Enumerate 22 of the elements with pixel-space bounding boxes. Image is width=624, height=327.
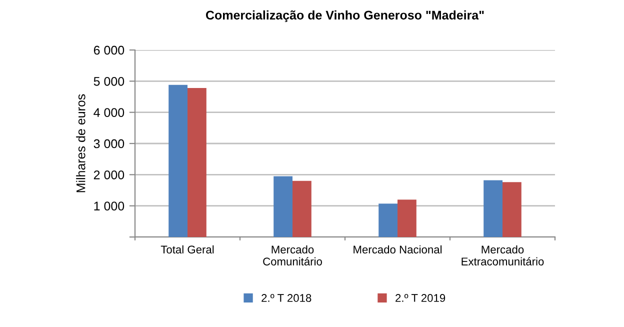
y-tick-label: 3 000 [94, 139, 124, 148]
bar [502, 182, 522, 237]
chart-title: Comercialização de Vinho Generoso "Madeira" [206, 10, 484, 22]
legend-label: 2.º T 2019 [396, 294, 446, 302]
x-tick-label: Mercado Comunitário [263, 245, 322, 266]
bar [484, 180, 502, 237]
x-tick-label: Mercado Extracomunitário [462, 245, 544, 266]
y-tick-label: 2 000 [94, 170, 124, 180]
y-tick-label: 5 000 [94, 76, 124, 86]
bar [274, 176, 292, 237]
y-tick-label: 4 000 [94, 108, 124, 117]
legend-label: 2.º T 2018 [262, 294, 312, 302]
y-axis-title: Milhares de euros [76, 94, 86, 192]
x-tick-label: Mercado Nacional [354, 245, 442, 254]
bar [188, 88, 206, 237]
x-tick-label: Total Geral [160, 245, 214, 254]
bar [398, 200, 416, 237]
bar [378, 204, 398, 237]
y-tick-label: 6 000 [94, 46, 124, 55]
y-tick-label: 1 000 [94, 202, 124, 210]
bar [292, 180, 312, 237]
bar [168, 84, 188, 237]
